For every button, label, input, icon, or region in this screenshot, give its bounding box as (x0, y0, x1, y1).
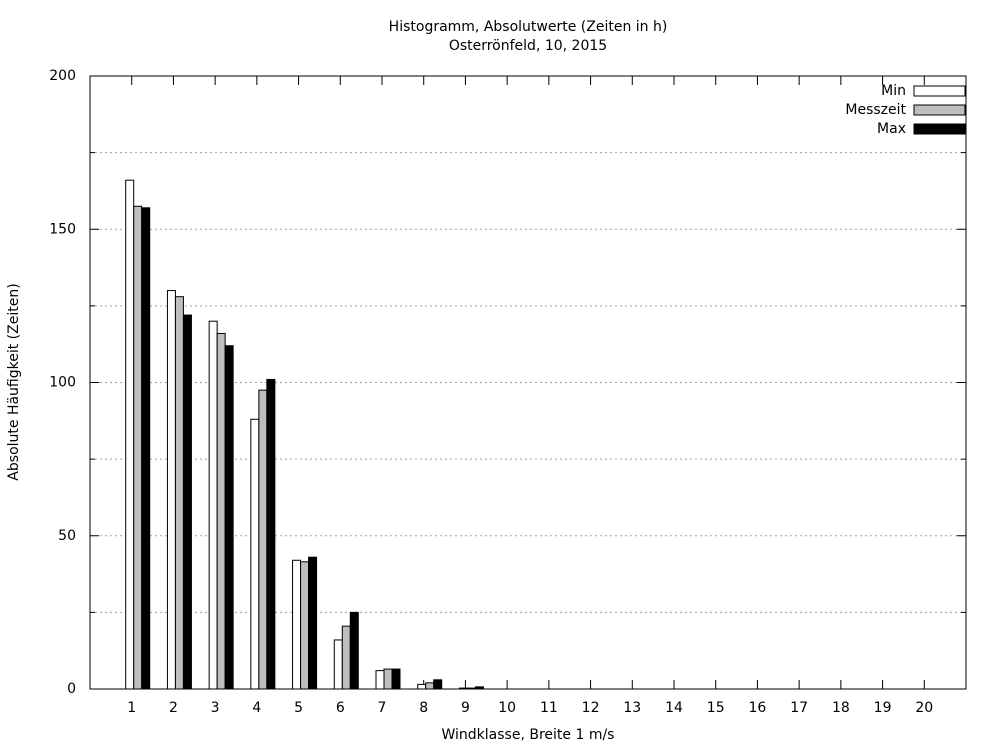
x-tick-label: 13 (623, 700, 641, 716)
y-axis-label: Absolute Häufigkeit (Zeiten) (6, 283, 22, 480)
legend-label: Max (877, 121, 906, 137)
bar (224, 345, 234, 690)
x-tick-label: 9 (461, 700, 470, 716)
bar (341, 625, 351, 690)
x-tick-label: 20 (915, 700, 933, 716)
legend-swatch (913, 104, 966, 116)
bar (417, 683, 427, 690)
x-tick-label: 8 (419, 700, 428, 716)
bar (308, 556, 318, 690)
x-tick-label: 6 (336, 700, 345, 716)
x-tick-label: 14 (665, 700, 683, 716)
bar (166, 290, 176, 690)
chart-subtitle: Osterrönfeld, 10, 2015 (449, 38, 607, 54)
bar (174, 296, 184, 690)
bar (333, 639, 343, 690)
y-tick-label: 200 (49, 68, 76, 84)
x-tick-label: 4 (252, 700, 261, 716)
legend-label: Messzeit (845, 102, 906, 118)
bar (375, 670, 385, 690)
x-tick-label: 17 (790, 700, 808, 716)
x-tick-label: 1 (127, 700, 136, 716)
x-tick-label: 18 (832, 700, 850, 716)
bar (433, 679, 443, 690)
x-tick-label: 15 (707, 700, 725, 716)
x-tick-label: 12 (582, 700, 600, 716)
x-axis-label: Windklasse, Breite 1 m/s (442, 727, 615, 743)
y-tick-label: 50 (58, 528, 76, 544)
legend-swatch (913, 123, 966, 135)
bar (182, 314, 192, 690)
bar (216, 332, 226, 690)
plot-frame (89, 75, 967, 690)
chart-title: Histogramm, Absolutwerte (Zeiten in h) (389, 19, 668, 35)
legend-label: Min (881, 83, 906, 99)
x-tick-label: 19 (874, 700, 892, 716)
x-tick-label: 7 (378, 700, 387, 716)
bar (258, 389, 268, 690)
bar (383, 668, 393, 690)
bar (349, 611, 359, 690)
y-tick-label: 150 (49, 221, 76, 237)
bar (391, 668, 401, 690)
x-tick-label: 5 (294, 700, 303, 716)
bar (250, 418, 260, 690)
x-tick-label: 10 (498, 700, 516, 716)
x-tick-label: 11 (540, 700, 558, 716)
bar (300, 561, 310, 690)
x-tick-label: 3 (211, 700, 220, 716)
bar (133, 205, 143, 690)
bar (266, 378, 276, 690)
y-tick-label: 100 (49, 375, 76, 391)
bar (292, 559, 302, 690)
x-tick-label: 2 (169, 700, 178, 716)
bar (141, 207, 151, 690)
bar (125, 179, 135, 690)
bar (208, 320, 218, 690)
x-tick-label: 16 (749, 700, 767, 716)
bar (425, 682, 435, 690)
y-tick-label: 0 (67, 681, 76, 697)
legend-swatch (913, 85, 966, 97)
